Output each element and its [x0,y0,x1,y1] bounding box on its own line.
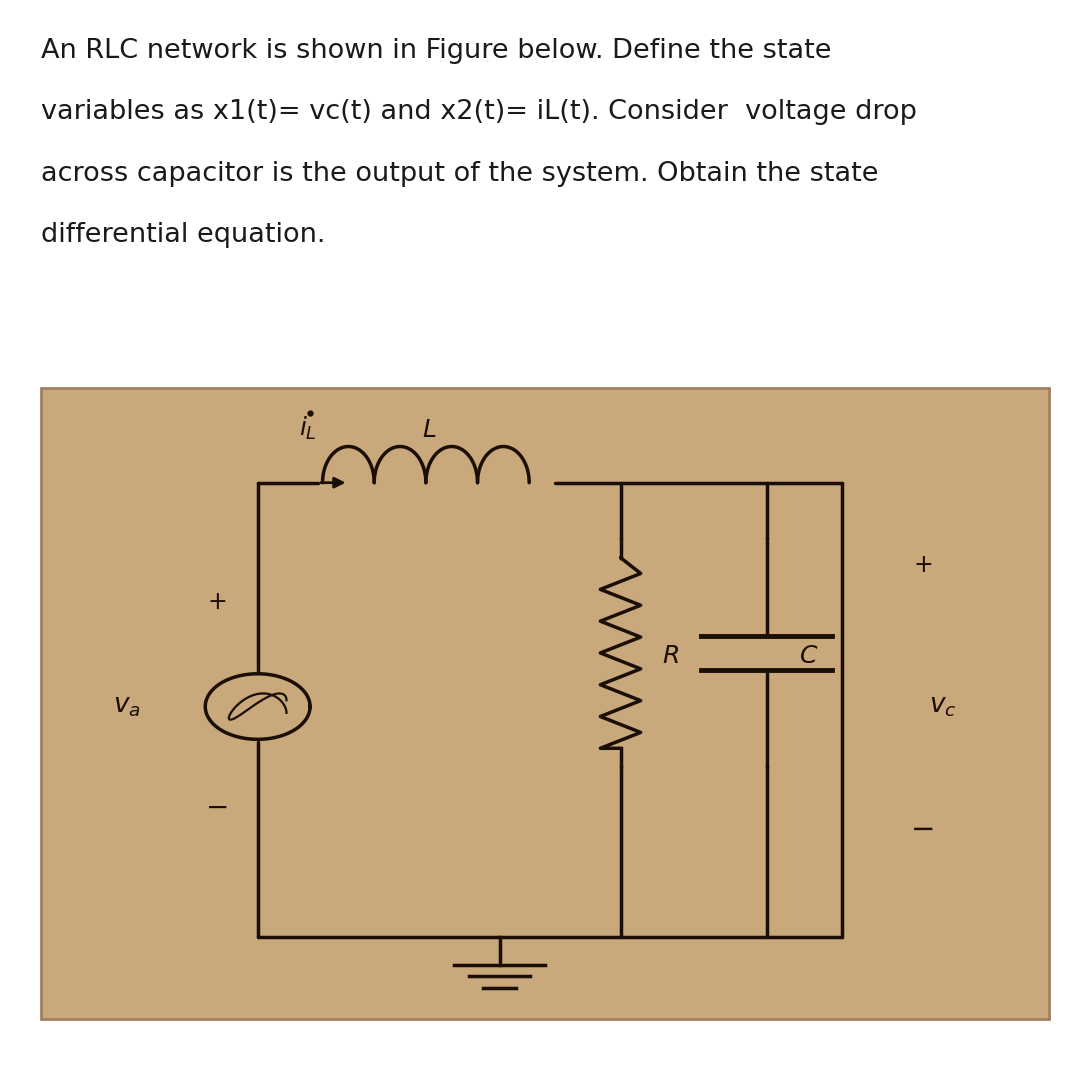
Text: −: − [911,816,935,843]
Text: $i_L$: $i_L$ [300,414,317,442]
Text: $L$: $L$ [421,418,437,442]
Text: differential equation.: differential equation. [41,222,326,248]
Text: +: + [913,553,932,577]
Text: $C$: $C$ [799,645,818,667]
Text: across capacitor is the output of the system. Obtain the state: across capacitor is the output of the sy… [41,161,879,186]
Text: variables as x1(t)= vc(t) and x2(t)= iL(t). Consider  voltage drop: variables as x1(t)= vc(t) and x2(t)= iL(… [41,99,916,125]
Text: −: − [206,793,229,821]
Bar [41,388,1049,1019]
Text: $v_c$: $v_c$ [929,694,957,719]
Text: $v_a$: $v_a$ [113,694,140,719]
Text: $R$: $R$ [662,645,679,667]
Text: +: + [207,591,227,614]
Text: An RLC network is shown in Figure below. Define the state: An RLC network is shown in Figure below.… [41,38,831,64]
